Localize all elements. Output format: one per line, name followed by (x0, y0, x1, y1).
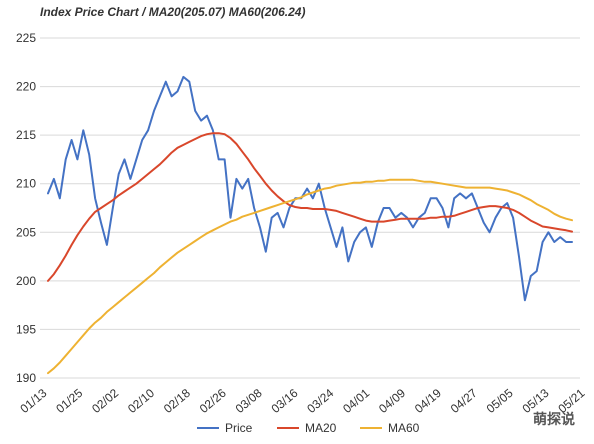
legend-label: Price (225, 421, 253, 435)
legend-label: MA60 (388, 421, 420, 435)
y-tick-label: 220 (16, 80, 36, 94)
y-tick-label: 200 (16, 274, 36, 288)
series-line-ma60 (47, 178, 573, 375)
gridlines (40, 37, 580, 379)
y-tick-label: 190 (16, 371, 36, 385)
series-lines (47, 75, 573, 375)
series-line-ma20 (47, 132, 573, 282)
legend: Price MA20 MA60 (197, 421, 420, 435)
chart-title: Index Price Chart / MA20(205.07) MA60(20… (40, 5, 305, 19)
y-tick-label: 205 (16, 225, 36, 239)
legend-label: MA20 (305, 421, 337, 435)
y-tick-label: 210 (16, 177, 36, 191)
y-tick-label: 195 (16, 322, 36, 336)
y-tick-label: 215 (16, 128, 36, 142)
y-axis-tick-labels: 190 195 200 205 210 215 220 225 (16, 31, 36, 385)
watermark-text: 萌探说 (533, 411, 575, 428)
y-tick-label: 225 (16, 31, 36, 45)
